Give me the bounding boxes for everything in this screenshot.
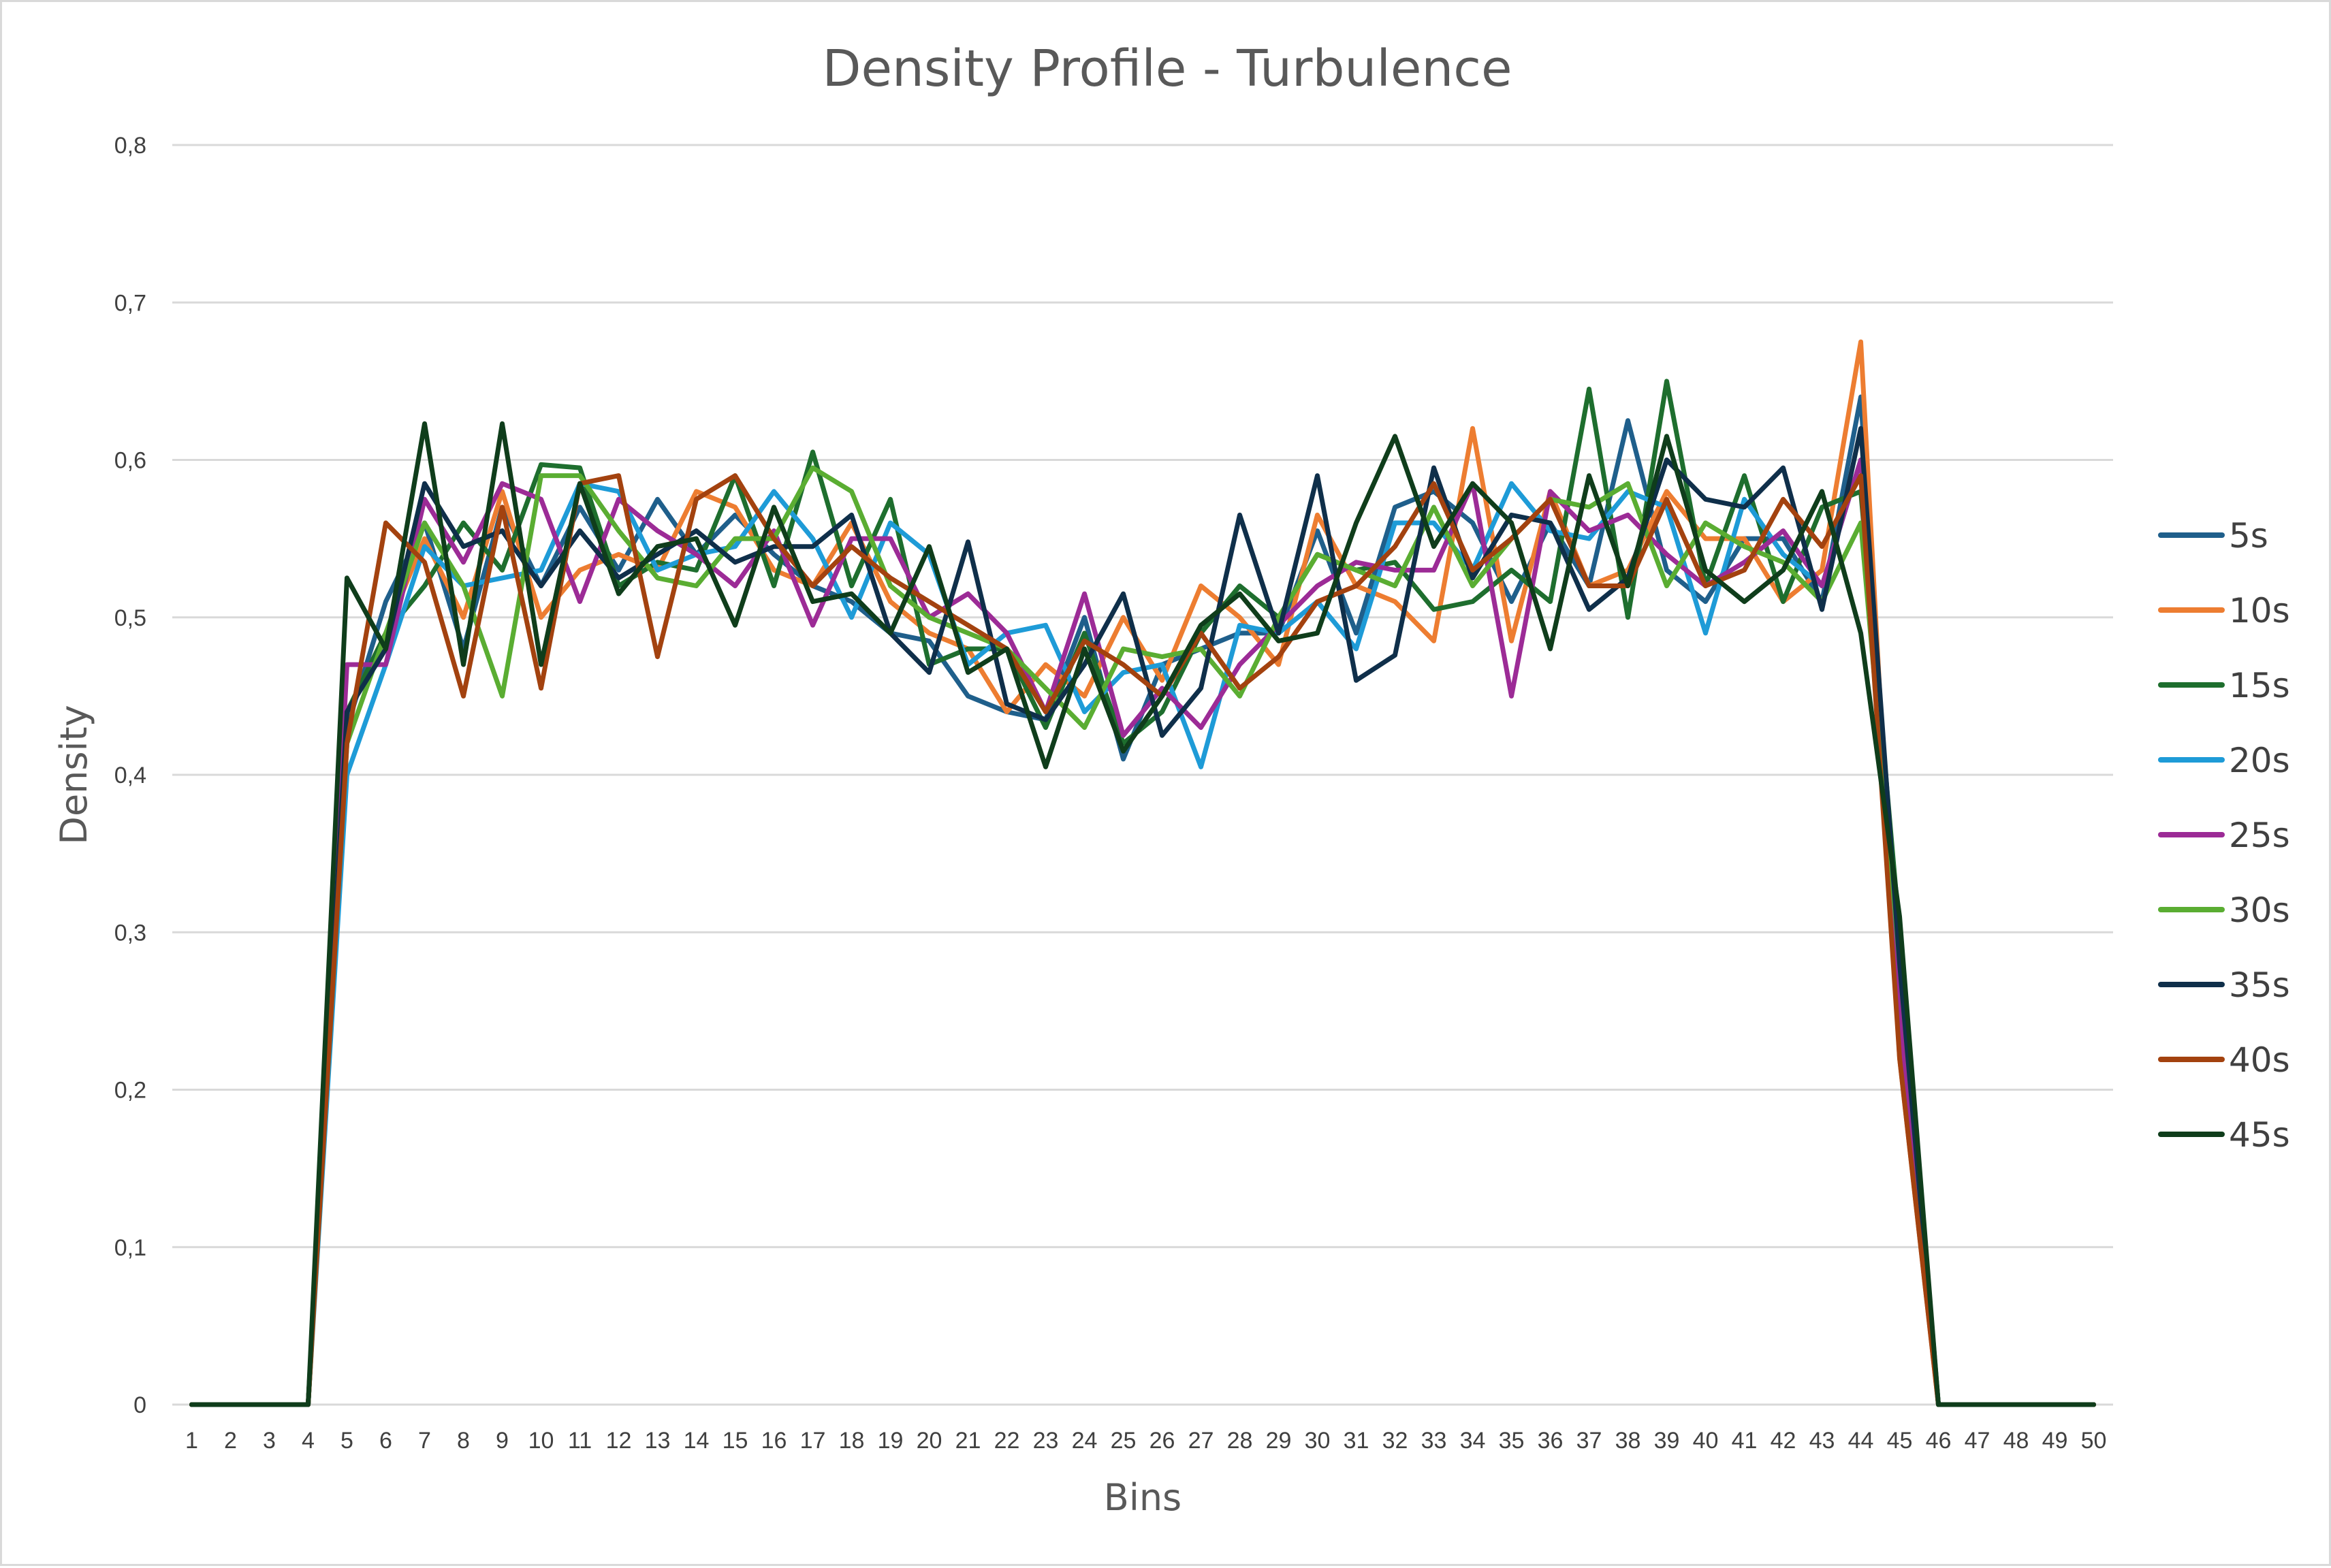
y-axis-ticks: 0 0,1 0,2 0,3 0,4 0,5 0,6 0,7 0,8 xyxy=(114,133,146,1418)
x-tick-label: 49 xyxy=(2042,1428,2068,1454)
x-tick-label: 4 xyxy=(302,1428,315,1454)
y-tick-label: 0 xyxy=(133,1392,146,1418)
gridlines xyxy=(172,144,2113,1406)
legend-item-15s: 15s xyxy=(2158,666,2290,705)
series-line-30s xyxy=(189,465,2096,1407)
x-tick-label: 25 xyxy=(1111,1428,1137,1454)
x-tick-label: 13 xyxy=(645,1428,671,1454)
legend-label: 30s xyxy=(2229,891,2290,930)
x-tick-label: 46 xyxy=(1926,1428,1952,1454)
x-tick-label: 2 xyxy=(224,1428,237,1454)
x-tick-label: 29 xyxy=(1266,1428,1292,1454)
x-tick-label: 7 xyxy=(418,1428,431,1454)
x-tick-label: 18 xyxy=(839,1428,865,1454)
legend-item-40s: 40s xyxy=(2158,1040,2290,1080)
legend-item-45s: 45s xyxy=(2158,1115,2290,1155)
x-tick-label: 12 xyxy=(606,1428,632,1454)
x-tick-label: 45 xyxy=(1887,1428,1913,1454)
legend-label: 25s xyxy=(2229,816,2290,855)
x-tick-label: 9 xyxy=(496,1428,509,1454)
x-tick-label: 21 xyxy=(955,1428,981,1454)
x-tick-label: 8 xyxy=(457,1428,470,1454)
x-tick-label: 23 xyxy=(1033,1428,1059,1454)
y-tick-label: 0,3 xyxy=(114,920,146,946)
legend-label: 35s xyxy=(2229,965,2290,1005)
x-tick-label: 15 xyxy=(723,1428,748,1454)
y-tick-label: 0,8 xyxy=(114,133,146,159)
x-tick-label: 32 xyxy=(1382,1428,1408,1454)
x-tick-label: 26 xyxy=(1149,1428,1175,1454)
x-tick-label: 16 xyxy=(761,1428,787,1454)
legend-item-5s: 5s xyxy=(2158,516,2268,556)
x-tick-label: 24 xyxy=(1072,1428,1098,1454)
legend-label: 15s xyxy=(2229,666,2290,705)
legend: 5s 10s 15s 20s 25s 30s 35s 40s 45s xyxy=(2158,516,2290,1155)
x-tick-label: 38 xyxy=(1615,1428,1641,1454)
y-axis-title: Density xyxy=(52,705,95,844)
x-tick-label: 10 xyxy=(528,1428,554,1454)
x-tick-label: 31 xyxy=(1344,1428,1369,1454)
y-tick-label: 0,6 xyxy=(114,448,146,474)
x-tick-label: 40 xyxy=(1693,1428,1719,1454)
x-tick-label: 50 xyxy=(2081,1428,2107,1454)
x-tick-label: 41 xyxy=(1732,1428,1758,1454)
legend-label: 40s xyxy=(2229,1040,2290,1080)
x-tick-label: 14 xyxy=(684,1428,710,1454)
series-line-40s xyxy=(189,473,2096,1407)
x-tick-label: 43 xyxy=(1809,1428,1835,1454)
legend-item-30s: 30s xyxy=(2158,891,2290,930)
legend-label: 20s xyxy=(2229,741,2290,780)
chart-title: Density Profile - Turbulence xyxy=(822,39,1512,98)
series-line-45s xyxy=(189,421,2096,1407)
series-line-25s xyxy=(189,458,2096,1407)
legend-label: 5s xyxy=(2229,516,2268,556)
x-tick-label: 39 xyxy=(1654,1428,1680,1454)
x-tick-label: 36 xyxy=(1538,1428,1564,1454)
legend-item-25s: 25s xyxy=(2158,816,2290,855)
x-tick-label: 35 xyxy=(1499,1428,1525,1454)
x-tick-label: 1 xyxy=(185,1428,198,1454)
x-tick-label: 47 xyxy=(1965,1428,1991,1454)
x-tick-label: 3 xyxy=(263,1428,276,1454)
x-tick-label: 22 xyxy=(994,1428,1020,1454)
x-tick-label: 28 xyxy=(1227,1428,1253,1454)
series-line-5s xyxy=(189,394,2096,1407)
series-lines xyxy=(189,339,2096,1407)
x-tick-label: 37 xyxy=(1576,1428,1602,1454)
x-axis-ticks: 1 2 3 4 5 6 7 8 9 10 11 12 13 14 15 16 17 18 19 20 21 22 23 24 2… xyxy=(185,1428,2106,1454)
y-tick-label: 0,2 xyxy=(114,1078,146,1104)
x-axis-title: Bins xyxy=(1104,1476,1182,1519)
x-tick-label: 44 xyxy=(1848,1428,1874,1454)
y-tick-label: 0,1 xyxy=(114,1235,146,1261)
x-tick-label: 5 xyxy=(340,1428,353,1454)
legend-item-20s: 20s xyxy=(2158,741,2290,780)
legend-item-10s: 10s xyxy=(2158,591,2290,630)
y-tick-label: 0,4 xyxy=(114,763,146,788)
x-tick-label: 34 xyxy=(1460,1428,1486,1454)
x-tick-label: 6 xyxy=(379,1428,392,1454)
x-tick-label: 33 xyxy=(1421,1428,1447,1454)
legend-item-35s: 35s xyxy=(2158,965,2290,1005)
x-tick-label: 48 xyxy=(2003,1428,2029,1454)
legend-label: 45s xyxy=(2229,1115,2290,1155)
y-tick-label: 0,5 xyxy=(114,605,146,631)
y-tick-label: 0,7 xyxy=(114,290,146,316)
x-tick-label: 20 xyxy=(917,1428,942,1454)
x-tick-label: 42 xyxy=(1771,1428,1796,1454)
x-tick-label: 19 xyxy=(878,1428,904,1454)
x-tick-label: 11 xyxy=(568,1428,592,1454)
series-line-10s xyxy=(189,339,2096,1407)
x-tick-label: 27 xyxy=(1188,1428,1214,1454)
legend-label: 10s xyxy=(2229,591,2290,630)
x-tick-label: 17 xyxy=(800,1428,826,1454)
x-tick-label: 30 xyxy=(1305,1428,1331,1454)
